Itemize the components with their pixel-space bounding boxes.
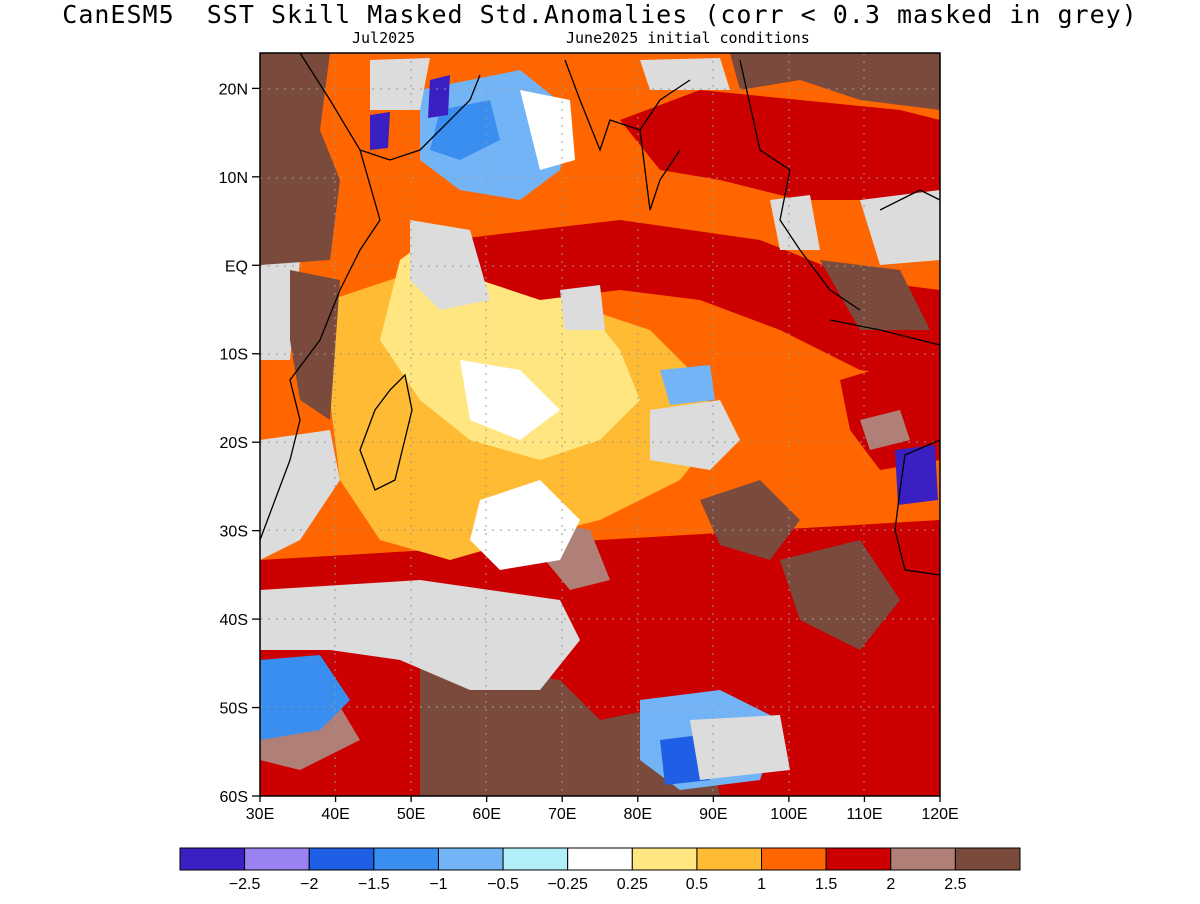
map-title: CanESM5 SST Skill Masked Std.Anomalies (…	[62, 0, 1138, 29]
latitude-axis: 20N 10N EQ 10S 20S 30S 40S 50S 60S	[219, 81, 260, 806]
central-white-patch	[460, 360, 560, 440]
central-cool-spot	[660, 365, 715, 405]
colorbar-swatch	[437, 847, 504, 871]
mask-central	[650, 400, 740, 470]
lon-tick-label: 50E	[397, 806, 425, 823]
india-south-coast	[639, 129, 681, 211]
australia-west-coast	[894, 439, 941, 576]
colorbar-label: 2.5	[944, 876, 966, 893]
east-brown-small	[860, 410, 910, 450]
colorbar: −2.5 −2 −1.5 −1 −0.5 −0.25 0.25 0.5 1 1.5 2 2.5	[179, 847, 1021, 893]
lon-tick-label: 90E	[699, 806, 727, 823]
gulf-aden-cold	[370, 112, 390, 150]
lat-tick-label: EQ	[225, 258, 248, 275]
colorbar-swatch	[631, 847, 698, 871]
colorbar-swatch	[308, 847, 375, 871]
lat-tick-label: 60S	[220, 789, 248, 806]
colorbar-label: 2	[886, 876, 895, 893]
lat-tick-label: 10N	[219, 170, 248, 187]
colorbar-label: −2	[300, 876, 318, 893]
colorbar-swatch	[761, 847, 827, 871]
mask-arabia	[370, 58, 430, 110]
forecast-month-label: Jul2025	[352, 29, 416, 47]
south-white-patch	[470, 480, 580, 570]
java-coast	[829, 319, 941, 346]
equatorial-red-band	[450, 220, 940, 380]
colorbar-label: −2.5	[229, 876, 261, 893]
borneo-coast	[879, 189, 941, 211]
colorbar-label: 0.5	[686, 876, 708, 893]
bay-of-bengal-red	[620, 90, 940, 220]
colorbar-swatch	[825, 847, 892, 871]
colorbar-label: 1.5	[815, 876, 837, 893]
lon-tick-label: 30E	[246, 806, 274, 823]
east-africa-brown	[260, 53, 340, 265]
lon-tick-label: 120E	[921, 806, 958, 823]
colorbar-label: 0.25	[617, 876, 648, 893]
colorbar-swatch	[696, 847, 763, 871]
lon-tick-label: 100E	[770, 806, 807, 823]
colorbar-label: −0.25	[547, 876, 588, 893]
southeast-asia-coast	[739, 59, 861, 311]
mask-mozambique	[260, 430, 340, 560]
red-sea-cold	[428, 75, 450, 118]
colorbar-swatch	[567, 847, 633, 871]
map-grid	[260, 53, 940, 796]
arabian-coast	[299, 52, 481, 161]
india-west-coast	[564, 59, 691, 152]
lat-tick-label: 40S	[220, 612, 248, 629]
colorbar-swatch	[373, 847, 439, 871]
mask-southern-1	[260, 580, 580, 690]
tanzania-coast-brown	[290, 270, 340, 420]
colorbar-swatch	[179, 847, 246, 871]
lat-tick-label: 50S	[220, 701, 248, 718]
java-sea-brown	[820, 260, 930, 330]
lon-tick-label: 70E	[548, 806, 576, 823]
colorbar-label: −1.5	[358, 876, 390, 893]
arabian-sea-white	[520, 90, 575, 170]
map-frame	[259, 52, 941, 797]
east-africa-coast	[259, 149, 381, 541]
lon-tick-label: 60E	[472, 806, 500, 823]
colorbar-label: −0.5	[487, 876, 519, 893]
eastern-brown-patch-2	[700, 480, 800, 560]
mask-india-north	[640, 58, 730, 90]
longitude-axis: 30E 40E 50E 60E 70E 80E 90E 100E 110E 120E	[246, 796, 959, 823]
southwest-cool-patch	[260, 655, 350, 740]
lat-tick-label: 10S	[220, 347, 248, 364]
lon-tick-label: 110E	[846, 806, 882, 823]
colorbar-label: 1	[757, 876, 766, 893]
anomaly-field	[260, 53, 940, 796]
lat-tick-label: 30S	[220, 524, 248, 541]
colorbar-swatch	[890, 847, 956, 871]
lat-tick-label: 20S	[220, 435, 248, 452]
coastlines	[259, 52, 941, 576]
colorbar-swatch	[954, 847, 1021, 871]
colorbar-label: −1	[429, 876, 447, 893]
mask-southern-2	[690, 715, 790, 780]
colorbar-swatch	[244, 847, 310, 871]
mask-equatorial-spot	[560, 285, 605, 330]
australia-west-cold-spot	[895, 445, 938, 505]
initial-conditions-label: June2025 initial conditions	[566, 29, 810, 47]
madagascar-coast	[359, 373, 413, 491]
southeast-asia-brown	[730, 53, 940, 110]
colorbar-swatch	[502, 847, 569, 871]
mask-borneo	[860, 190, 940, 265]
lon-tick-label: 80E	[624, 806, 652, 823]
eastern-brown-patch-1	[780, 540, 900, 650]
east-red-patch	[840, 350, 940, 470]
lon-tick-label: 40E	[321, 806, 349, 823]
lat-tick-label: 20N	[219, 81, 248, 98]
mask-west-equatorial	[410, 220, 490, 310]
